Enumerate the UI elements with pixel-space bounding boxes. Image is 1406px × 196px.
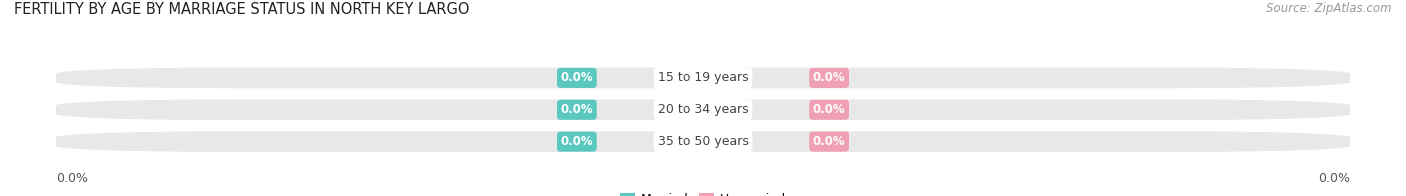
Text: 20 to 34 years: 20 to 34 years (658, 103, 748, 116)
Legend: Married, Unmarried: Married, Unmarried (614, 188, 792, 196)
Text: 0.0%: 0.0% (813, 71, 845, 84)
Text: 0.0%: 0.0% (56, 172, 89, 185)
Text: 0.0%: 0.0% (1317, 172, 1350, 185)
Text: 0.0%: 0.0% (561, 135, 593, 148)
Text: 35 to 50 years: 35 to 50 years (658, 135, 748, 148)
Text: 0.0%: 0.0% (561, 71, 593, 84)
Text: 0.0%: 0.0% (561, 103, 593, 116)
Text: 0.0%: 0.0% (813, 103, 845, 116)
Text: FERTILITY BY AGE BY MARRIAGE STATUS IN NORTH KEY LARGO: FERTILITY BY AGE BY MARRIAGE STATUS IN N… (14, 2, 470, 17)
FancyBboxPatch shape (46, 68, 1360, 88)
Text: 15 to 19 years: 15 to 19 years (658, 71, 748, 84)
Text: Source: ZipAtlas.com: Source: ZipAtlas.com (1267, 2, 1392, 15)
FancyBboxPatch shape (46, 131, 1360, 152)
Text: 0.0%: 0.0% (813, 135, 845, 148)
FancyBboxPatch shape (46, 99, 1360, 120)
